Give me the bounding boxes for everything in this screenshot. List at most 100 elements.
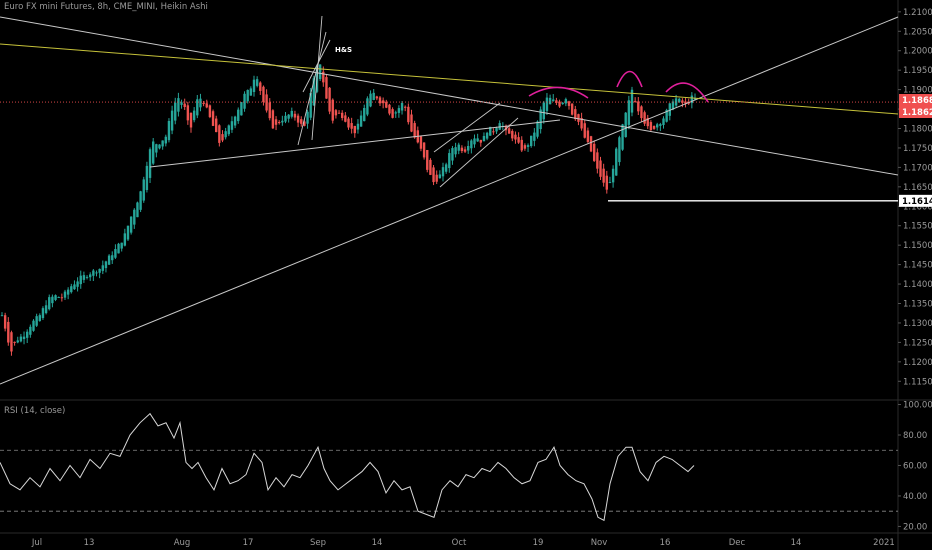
candle-body (259, 82, 262, 91)
candle-body (174, 102, 177, 121)
candle-body (611, 168, 615, 183)
candle-body (482, 135, 486, 142)
candle-body (432, 167, 435, 183)
candle-body (44, 305, 48, 314)
candle-body (133, 209, 136, 225)
candle-body (76, 281, 79, 287)
price-tick-label: 1.1750 (903, 144, 932, 154)
support-price-tag-bg (899, 194, 932, 207)
time-tick-label: 19 (533, 538, 544, 548)
support-price-tag-label: 1.1614 (902, 197, 932, 207)
candle-body (344, 115, 347, 122)
rsi-tick-label: 100.00 (903, 401, 932, 411)
candle-body (397, 108, 401, 113)
candle-body (161, 140, 164, 147)
candle-body (454, 147, 457, 155)
candle-body (281, 120, 284, 123)
candle-body (136, 202, 139, 218)
candle-body (328, 87, 331, 112)
candle-body (347, 118, 350, 128)
candle-body (615, 148, 618, 176)
candle-body (451, 148, 454, 161)
candle-body (589, 136, 593, 152)
candle-body (530, 135, 533, 147)
candle-body (545, 97, 549, 111)
candle-body (359, 115, 363, 127)
candle-body (41, 308, 45, 319)
candle-body (552, 99, 555, 102)
candle-body (192, 110, 196, 121)
candle-body (303, 121, 306, 126)
candle-body (237, 109, 240, 122)
candle-body (240, 102, 243, 116)
candle-body (202, 102, 205, 104)
candle-body (13, 341, 16, 343)
upper-descending-trendline (0, 16, 899, 176)
yellow-descending-line (0, 43, 899, 115)
candle-body (536, 121, 539, 137)
candle-body (26, 331, 29, 338)
candle-body (82, 275, 86, 280)
neckline-support (149, 119, 561, 168)
candle-body (596, 152, 599, 169)
candle-body (318, 64, 322, 80)
candle-body (659, 124, 662, 126)
candle-body (473, 138, 476, 145)
candle-body (309, 93, 312, 118)
candle-body (271, 110, 275, 129)
candle-body (514, 134, 517, 140)
candle-body (246, 89, 249, 102)
candle-body (678, 98, 681, 102)
candle-body (66, 289, 70, 295)
candles (0, 64, 697, 356)
candle-body (114, 249, 117, 258)
candle-body (152, 141, 155, 164)
candle-body (155, 144, 158, 153)
candle-body (22, 336, 26, 339)
candle-body (16, 340, 19, 343)
candle-body (693, 98, 697, 100)
time-tick-label: 14 (372, 538, 383, 548)
time-tick-label: Nov (591, 538, 608, 548)
rsi-tick-label: 40.00 (903, 492, 927, 502)
candle-body (186, 105, 190, 121)
price-tag-bg (899, 106, 932, 118)
candle-body (422, 142, 426, 158)
candle-body (520, 139, 523, 151)
candle-body (511, 130, 514, 139)
candle-body (107, 255, 111, 265)
candle-body (252, 79, 256, 93)
price-tick-label: 1.2050 (903, 27, 932, 37)
candle-body (227, 125, 230, 135)
candle-body (444, 164, 448, 172)
candle-body (583, 123, 586, 138)
candle-body (183, 103, 186, 108)
candle-body (145, 165, 149, 190)
candle-body (331, 99, 334, 121)
candle-body (630, 89, 634, 113)
candle-body (167, 120, 171, 141)
time-tick-label: 16 (660, 538, 671, 548)
candle-body (243, 93, 246, 109)
candle-body (463, 149, 467, 152)
candle-body (10, 332, 13, 352)
candle-body (665, 109, 668, 122)
candle-body (111, 255, 114, 261)
candle-body (435, 174, 438, 182)
time-tick-label: Sep (310, 538, 326, 548)
candle-body (684, 101, 687, 104)
price-tick-label: 1.1700 (903, 163, 932, 173)
candle-body (325, 77, 328, 99)
candle-body (215, 118, 218, 133)
candle-body (687, 102, 690, 104)
candle-body (548, 97, 552, 105)
price-tick-label: 1.1150 (903, 377, 932, 387)
candle-body (372, 92, 375, 101)
time-tick-label: 2021 (873, 538, 895, 548)
candle-body (70, 286, 73, 293)
candle-body (7, 321, 10, 343)
candle-body (306, 111, 309, 124)
candle-body (139, 191, 142, 210)
candle-body (618, 137, 621, 163)
